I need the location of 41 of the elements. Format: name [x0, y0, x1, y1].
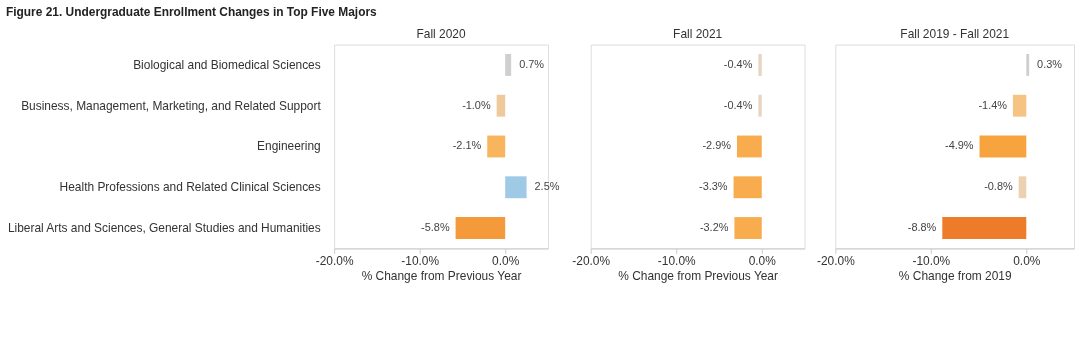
data-label: 0.7% [519, 57, 545, 70]
x-tick-label: -10.0% [657, 253, 697, 268]
y-tick-label: Liberal Arts and Sciences, General Studies and Humanities [7, 221, 321, 236]
bar [455, 217, 506, 239]
caption: Figure 21. Undergraduate Enrollment Changes in Top Five Majors [5, 5, 378, 20]
x-axis-title: % Change from Previous Year [361, 268, 522, 283]
x-axis-title: % Change from Previous Year [618, 268, 778, 283]
data-label: -3.3% [699, 180, 728, 193]
y-tick-label: Engineering [257, 139, 321, 154]
chart-title: Fall 2021 [673, 26, 723, 41]
bar [487, 135, 506, 158]
data-label: -5.8% [421, 221, 450, 234]
x-tick-label: -10.0% [401, 253, 440, 268]
chart-title: Fall 2019 - Fall 2021 [900, 26, 1010, 41]
x-tick-label: -20.0% [315, 253, 354, 268]
data-label: -0.4% [723, 57, 753, 70]
x-tick-label: -20.0% [572, 253, 611, 268]
data-label: -1.4% [978, 98, 1008, 111]
data-label: -4.9% [945, 139, 974, 152]
data-label: 0.3% [1037, 57, 1063, 70]
y-tick-label: Health Professions and Related Clinical Sciences [59, 180, 321, 195]
data-label: -2.9% [702, 139, 732, 152]
y-tick-label: Business, Management, Marketing, and Related Support [21, 98, 322, 113]
x-tick-label: -10.0% [912, 253, 951, 268]
data-label: 2.5% [534, 180, 560, 193]
data-label: -0.4% [723, 98, 753, 111]
bar [505, 176, 527, 199]
x-tick-label: 0.0% [748, 253, 777, 268]
x-tick-label: -20.0% [816, 253, 856, 268]
x-tick-label: 0.0% [492, 253, 520, 268]
data-label: -1.0% [462, 98, 491, 111]
data-label: -3.2% [699, 221, 729, 234]
bar [505, 54, 512, 76]
x-tick-label: 0.0% [1013, 253, 1041, 268]
data-label: -2.1% [452, 139, 482, 152]
bar [496, 94, 506, 117]
data-label: -8.8% [907, 221, 937, 234]
chart-title: Fall 2020 [416, 26, 466, 41]
x-axis-title: % Change from 2019 [898, 268, 1012, 283]
y-tick-label: Biological and Biomedical Sciences [133, 57, 321, 72]
data-label: -0.8% [984, 180, 1013, 193]
